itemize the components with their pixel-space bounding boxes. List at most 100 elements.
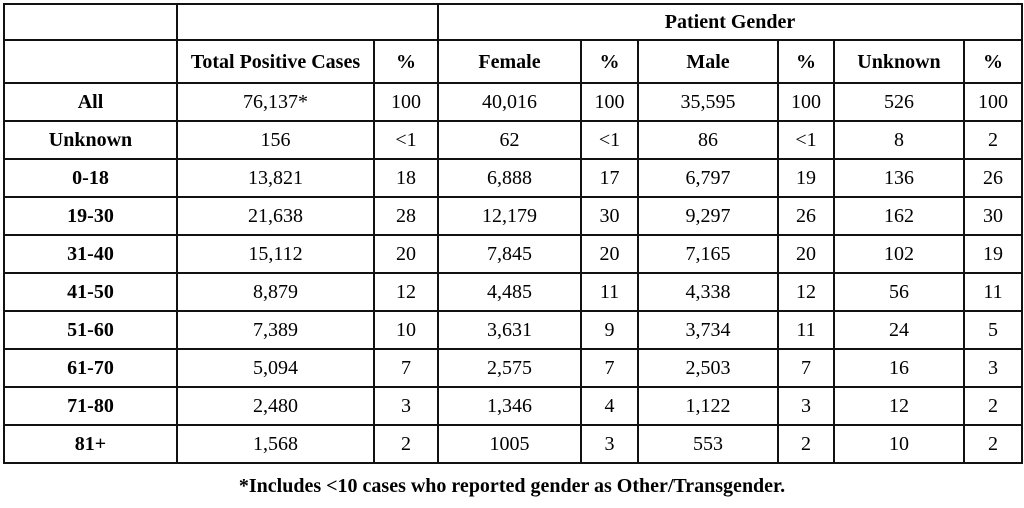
table-row-51-60: 51-60 7,389 10 3,631 9 3,734 11 24 5 [3,310,1024,350]
table-cell: 3 [580,424,639,464]
table-cell: 5,094 [176,348,375,388]
table-cell: 20 [580,234,639,274]
table-cell: 6,888 [437,158,582,198]
table-cell: 1,122 [637,386,779,426]
table-cell: 3 [962,348,1024,388]
footnote: *Includes <10 cases who reported gender … [238,475,786,497]
table-cell: 76,137* [176,82,375,122]
table-cell: 553 [637,424,779,464]
table-cell: 40,016 [437,82,582,122]
table-cell: 13,821 [176,158,375,198]
table-cell: 26 [962,158,1024,198]
table-cell: 12 [833,386,965,426]
table-cell: 100 [373,82,439,122]
empty-span-cell [176,3,439,41]
table-cell: 12 [373,272,439,312]
table-row-all: All 76,137* 100 40,016 100 35,595 100 52… [3,82,1024,122]
column-header-percent: % [580,39,639,84]
row-label: 61-70 [3,348,178,388]
column-header-empty [3,39,178,84]
table-cell: 2,503 [637,348,779,388]
table-cell: 2 [373,424,439,464]
table-cell: 8 [833,120,965,160]
table-cell: 11 [777,310,835,350]
table-row-41-50: 41-50 8,879 12 4,485 11 4,338 12 56 11 [3,272,1024,312]
table-cell: 526 [833,82,965,122]
table-cell: 2,480 [176,386,375,426]
column-header-percent: % [962,39,1024,84]
table-row-31-40: 31-40 15,112 20 7,845 20 7,165 20 102 19 [3,234,1024,274]
table-cell: 30 [580,196,639,236]
column-header-percent: % [777,39,835,84]
table-cell: 7,165 [637,234,779,274]
table-cell: 26 [777,196,835,236]
row-label: 41-50 [3,272,178,312]
table-cell: 35,595 [637,82,779,122]
table-cell: 102 [833,234,965,274]
table-cell: 86 [637,120,779,160]
table-cell: 3,734 [637,310,779,350]
table-cell: 30 [962,196,1024,236]
table-cell: 7,389 [176,310,375,350]
row-label: 31-40 [3,234,178,274]
table-cell: 2 [962,424,1024,464]
table-cell: 28 [373,196,439,236]
column-header-unknown: Unknown [833,39,965,84]
table-cell: 4,338 [637,272,779,312]
table-cell: 7 [580,348,639,388]
table-row-71-80: 71-80 2,480 3 1,346 4 1,122 3 12 2 [3,386,1024,426]
table-cell: 8,879 [176,272,375,312]
table-cell: 20 [373,234,439,274]
table-cell: 2 [962,120,1024,160]
table-cell: 16 [833,348,965,388]
table-cell: 136 [833,158,965,198]
table-cell: 11 [580,272,639,312]
table-cell: 7 [373,348,439,388]
table-cell: 17 [580,158,639,198]
table-cell: 3 [777,386,835,426]
column-header-male: Male [637,39,779,84]
table-cell: <1 [777,120,835,160]
table-row-19-30: 19-30 21,638 28 12,179 30 9,297 26 162 3… [3,196,1024,236]
table-cell: 10 [833,424,965,464]
row-label: 71-80 [3,386,178,426]
table-cell: 6,797 [637,158,779,198]
table-cell: <1 [580,120,639,160]
row-label: Unknown [3,120,178,160]
table-cell: <1 [373,120,439,160]
table-cell: 11 [962,272,1024,312]
table-cell: 100 [777,82,835,122]
table-cell: 4 [580,386,639,426]
table-row: Total Positive Cases % Female % Male % U… [3,39,1024,84]
table-cell: 18 [373,158,439,198]
table-cell: 9 [580,310,639,350]
table-cell: 2,575 [437,348,582,388]
table-cell: 3,631 [437,310,582,350]
table-cell: 24 [833,310,965,350]
table-cell: 12,179 [437,196,582,236]
table-cell: 4,485 [437,272,582,312]
table-cell: 5 [962,310,1024,350]
table-row-81-plus: 81+ 1,568 2 1005 3 553 2 10 2 [3,424,1024,464]
corner-empty-cell [3,3,178,41]
table-row-61-70: 61-70 5,094 7 2,575 7 2,503 7 16 3 [3,348,1024,388]
table-cell: 1,568 [176,424,375,464]
table-cell: 100 [962,82,1024,122]
patient-gender-header: Patient Gender [436,3,1024,41]
table-cell: 15,112 [176,234,375,274]
table-cell: 19 [962,234,1024,274]
table-cell: 2 [777,424,835,464]
table-cell: 19 [777,158,835,198]
table-cell: 21,638 [176,196,375,236]
column-header-female: Female [437,39,582,84]
table-row-0-18: 0-18 13,821 18 6,888 17 6,797 19 136 26 [3,158,1024,198]
row-label: 51-60 [3,310,178,350]
table-cell: 7 [777,348,835,388]
table-cell: 20 [777,234,835,274]
table-cell: 62 [437,120,582,160]
table-cell: 162 [833,196,965,236]
table-cell: 12 [777,272,835,312]
column-header-total-positive-cases: Total Positive Cases [176,39,375,84]
table-cell: 3 [373,386,439,426]
